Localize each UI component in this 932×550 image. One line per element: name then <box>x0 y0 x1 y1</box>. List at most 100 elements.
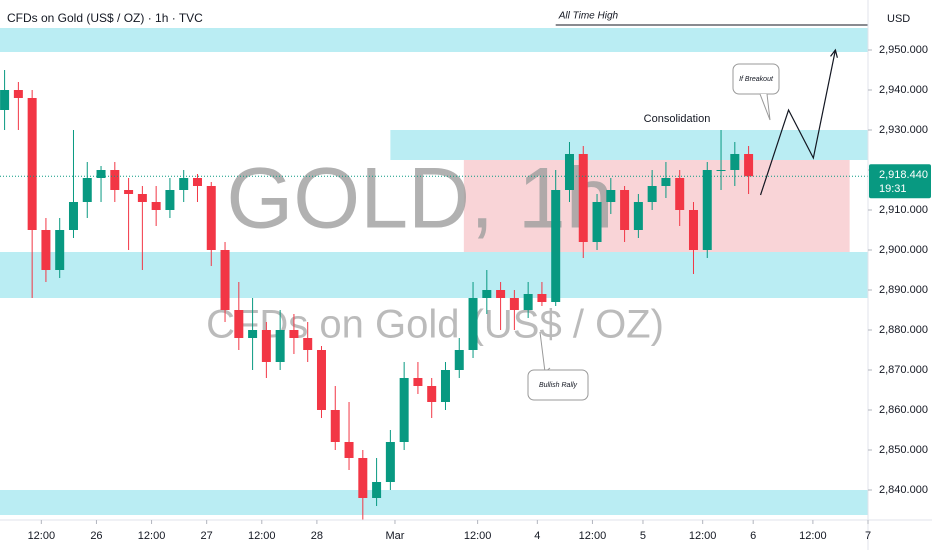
candle-body <box>55 230 65 270</box>
x-tick-label: 12:00 <box>138 530 166 542</box>
zone <box>0 252 868 298</box>
zone <box>0 490 868 515</box>
candle-body <box>440 370 450 402</box>
last-price-badge <box>869 164 931 199</box>
y-tick-label: 2,910.000 <box>879 204 928 216</box>
callout-pointer <box>759 93 771 121</box>
x-tick-label: 12:00 <box>28 530 56 542</box>
y-tick-label: 2,880.000 <box>879 324 928 336</box>
candle-body <box>0 90 10 110</box>
x-tick-label: 4 <box>534 530 540 542</box>
y-tick-label: 2,870.000 <box>879 364 928 376</box>
candle-body <box>509 298 519 310</box>
x-tick-label: 5 <box>640 530 646 542</box>
x-tick-label: 12:00 <box>464 530 492 542</box>
projection-arrowhead <box>830 48 838 58</box>
candle-body <box>716 170 726 171</box>
candle-body <box>372 482 382 498</box>
chart-title: CFDs on Gold (US$ / OZ) · 1h · TVC <box>7 11 203 25</box>
x-tick-label: 7 <box>865 530 871 542</box>
y-tick-label: 2,840.000 <box>879 484 928 496</box>
y-tick-label: 2,860.000 <box>879 404 928 416</box>
candle-body <box>427 386 437 402</box>
candle-body <box>68 202 78 230</box>
candle-body <box>551 190 561 302</box>
candle-body <box>330 410 340 442</box>
countdown: 19:31 <box>879 183 907 195</box>
callout-box <box>732 63 780 95</box>
candle-body <box>344 442 354 458</box>
candle-body <box>303 338 313 350</box>
x-tick-label: 12:00 <box>579 530 607 542</box>
candle-body <box>13 90 23 98</box>
candle-body <box>82 178 92 202</box>
candle-body <box>151 202 161 210</box>
y-tick-label: 2,850.000 <box>879 444 928 456</box>
zone <box>463 160 850 252</box>
x-tick-label: 12:00 <box>799 530 827 542</box>
candle-body <box>399 378 409 442</box>
ath-label: All Time High <box>558 11 619 22</box>
projection-path <box>759 49 836 196</box>
candle-body <box>27 98 37 230</box>
candle-body <box>413 378 423 386</box>
candle-body <box>220 250 230 310</box>
zone <box>0 28 868 52</box>
consolidation-label: Consolidation <box>644 113 711 125</box>
candle-body <box>688 210 698 250</box>
candle-body <box>633 202 643 230</box>
x-tick-label: 12:00 <box>689 530 717 542</box>
callout-text: If Breakout <box>739 76 774 83</box>
candle-body <box>702 170 712 250</box>
candle-body <box>192 178 202 186</box>
watermark-name: CFDs on Gold (US$ / OZ) <box>206 303 664 347</box>
candle-body <box>675 178 685 210</box>
y-tick-label: 2,890.000 <box>879 284 928 296</box>
candle-body <box>482 290 492 298</box>
candle-body <box>730 154 740 170</box>
candle-body <box>165 190 175 210</box>
candle-body <box>385 442 395 482</box>
candle-body <box>620 190 630 230</box>
candle-body <box>537 294 547 302</box>
x-tick-label: 6 <box>750 530 756 542</box>
callout-box <box>527 369 589 401</box>
candle-body <box>124 190 134 194</box>
callout-text: Bullish Rally <box>539 382 578 389</box>
candle-body <box>261 330 271 362</box>
x-tick-label: 27 <box>201 530 213 542</box>
y-tick-label: 2,930.000 <box>879 124 928 136</box>
candle-body <box>744 154 754 177</box>
candle-body <box>248 330 258 338</box>
x-tick-label: 28 <box>311 530 323 542</box>
candle-body <box>206 186 216 250</box>
candle-body <box>564 154 574 190</box>
candle-body <box>592 202 602 242</box>
candle-body <box>137 194 147 202</box>
last-price-label: 2,918.440 <box>879 169 928 181</box>
candle-body <box>41 230 51 270</box>
y-tick-label: 2,900.000 <box>879 244 928 256</box>
candle-body <box>358 458 368 498</box>
candle-body <box>289 330 299 338</box>
candle-body <box>578 154 588 242</box>
x-tick-label: 26 <box>90 530 102 542</box>
candle-body <box>110 170 120 190</box>
candle-body <box>454 350 464 370</box>
watermark-symbol: GOLD, 1h <box>226 151 613 247</box>
candle-body <box>234 310 244 338</box>
y-tick-label: 2,950.000 <box>879 44 928 56</box>
candle-body <box>468 298 478 350</box>
candle-body <box>316 350 326 410</box>
candle-body <box>523 294 533 310</box>
candle-body <box>647 186 657 202</box>
candle-body <box>96 170 106 178</box>
candle-body <box>179 178 189 190</box>
x-tick-label: 12:00 <box>248 530 276 542</box>
zone <box>390 130 868 160</box>
candle-body <box>661 178 671 186</box>
x-tick-label: Mar <box>385 530 404 542</box>
candle-body <box>496 290 506 298</box>
candle-body <box>606 190 616 202</box>
